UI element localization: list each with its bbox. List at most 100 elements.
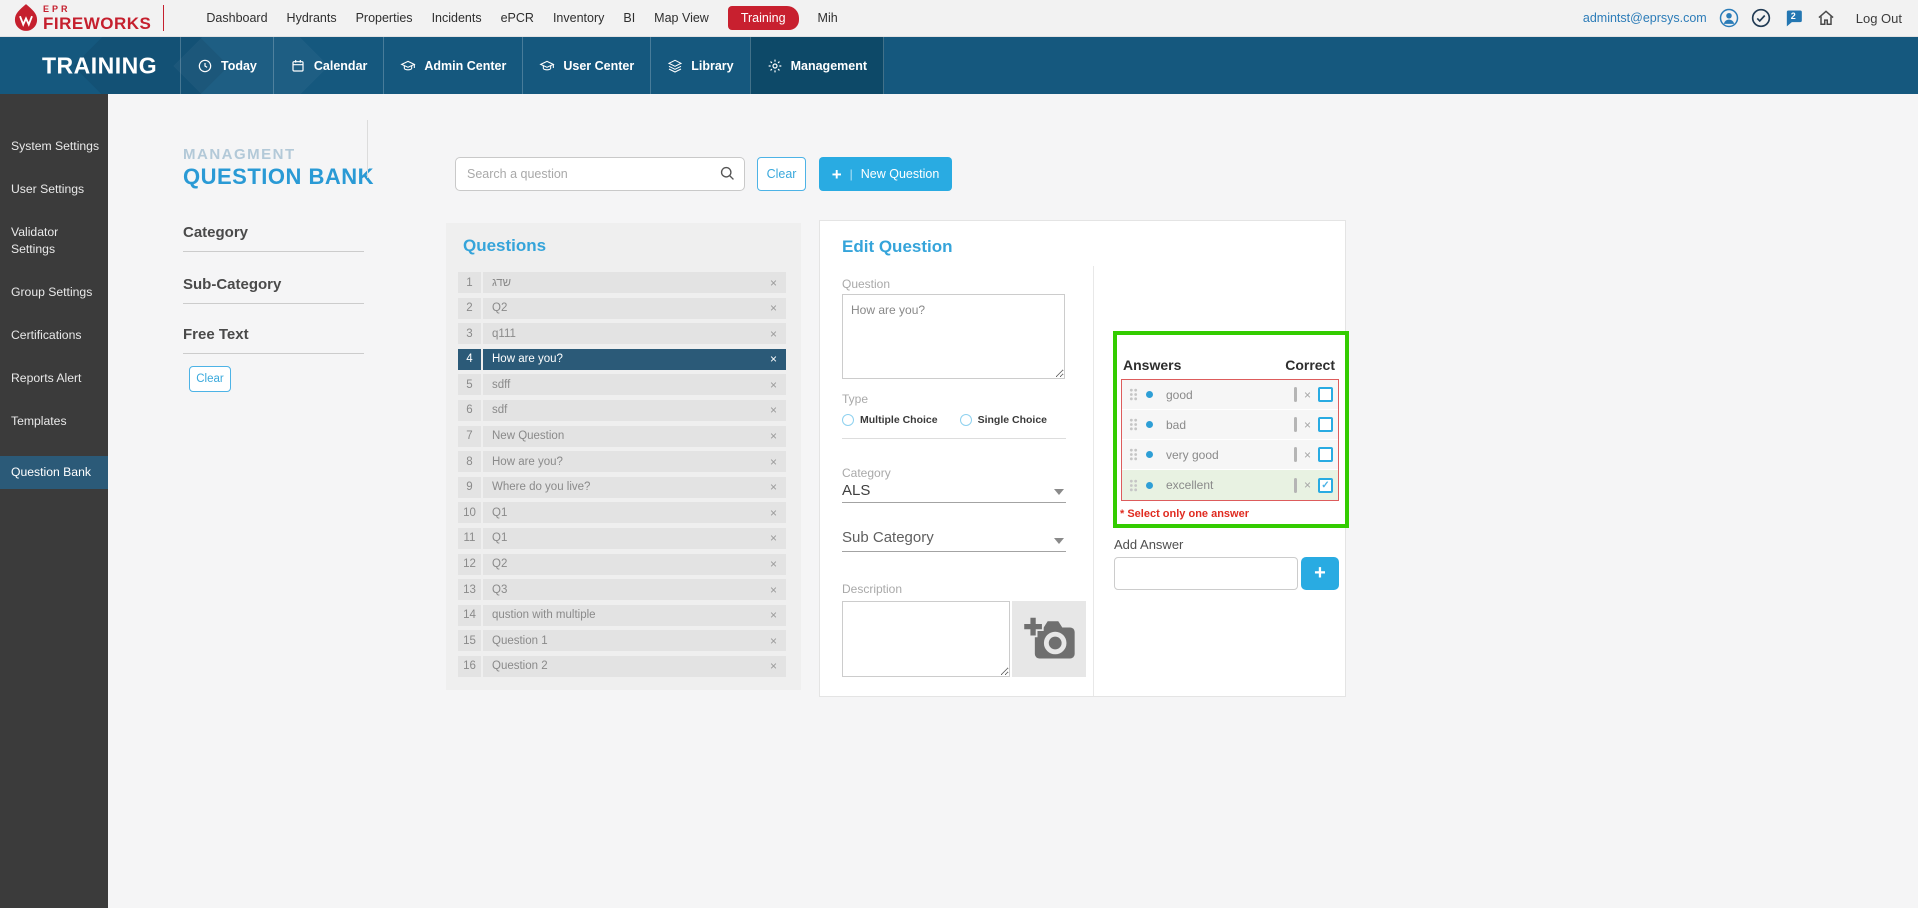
- question-row[interactable]: 8 How are you? ×: [458, 451, 786, 473]
- question-row[interactable]: 11 Q1 ×: [458, 527, 786, 549]
- x-close-icon[interactable]: ×: [769, 326, 777, 341]
- nav-item-properties[interactable]: Properties: [355, 11, 413, 25]
- x-close-icon[interactable]: ×: [769, 505, 777, 520]
- add-image-button[interactable]: [1012, 601, 1086, 677]
- sidebar-item-certifications[interactable]: Certifications: [11, 328, 82, 342]
- tab-admin-center[interactable]: Admin Center: [383, 37, 522, 94]
- x-close-icon[interactable]: ×: [769, 403, 777, 418]
- add-answer-input[interactable]: [1114, 557, 1298, 590]
- question-textarea[interactable]: How are you?: [842, 294, 1065, 379]
- x-close-icon[interactable]: ×: [769, 582, 777, 597]
- user-avatar-icon[interactable]: [1719, 8, 1739, 28]
- question-row[interactable]: 16 Question 2 ×: [458, 655, 786, 677]
- add-answer-label: Add Answer: [1114, 537, 1184, 552]
- nav-item-training[interactable]: Training: [727, 6, 799, 30]
- sidebar-item-system-settings[interactable]: System Settings: [11, 139, 100, 153]
- tab-user-center[interactable]: User Center: [522, 37, 650, 94]
- sidebar-item-group-settings[interactable]: Group Settings: [11, 285, 93, 299]
- check-circle-icon[interactable]: [1751, 8, 1771, 28]
- filters-clear-button[interactable]: Clear: [189, 366, 231, 392]
- tab-management[interactable]: Management: [749, 37, 885, 94]
- correct-checkbox[interactable]: [1318, 387, 1333, 402]
- question-row[interactable]: 13 Q3 ×: [458, 579, 786, 601]
- x-close-icon[interactable]: ×: [769, 352, 777, 367]
- sidebar-item-templates[interactable]: Templates: [11, 414, 67, 428]
- drag-handle-icon[interactable]: [1129, 388, 1138, 401]
- category-select[interactable]: ALS: [842, 482, 871, 499]
- question-row[interactable]: 10 Q1 ×: [458, 502, 786, 524]
- filter-category[interactable]: Category: [183, 224, 364, 252]
- nav-item-incidents[interactable]: Incidents: [431, 11, 482, 25]
- chevron-down-icon[interactable]: [1054, 489, 1064, 495]
- correct-checkbox[interactable]: [1318, 447, 1333, 462]
- nav-item-mih[interactable]: Mih: [817, 11, 838, 25]
- answer-row[interactable]: very good ×: [1122, 440, 1338, 470]
- sidebar-item-reports-alert[interactable]: Reports Alert: [11, 371, 82, 385]
- nav-item-epcr[interactable]: ePCR: [500, 11, 534, 25]
- radio-multiple-choice[interactable]: Multiple Choice: [842, 414, 938, 426]
- question-row[interactable]: 15 Question 1 ×: [458, 630, 786, 652]
- answer-row[interactable]: bad ×: [1122, 410, 1338, 440]
- x-close-icon[interactable]: ×: [769, 633, 777, 648]
- correct-checkbox[interactable]: ✓: [1318, 477, 1333, 493]
- remove-answer-icon[interactable]: ×: [1303, 387, 1311, 402]
- description-textarea[interactable]: [842, 601, 1010, 677]
- chat-bubble-icon[interactable]: 2: [1783, 8, 1804, 28]
- x-close-icon[interactable]: ×: [769, 480, 777, 495]
- tab-calendar[interactable]: Calendar: [272, 37, 384, 94]
- question-row[interactable]: 3 q111 ×: [458, 323, 786, 345]
- magnifier-icon[interactable]: [719, 165, 736, 182]
- sub-category-select[interactable]: Sub Category: [842, 529, 934, 546]
- x-close-icon[interactable]: ×: [769, 429, 777, 444]
- tab-library[interactable]: Library: [650, 37, 749, 94]
- remove-answer-icon[interactable]: ×: [1303, 447, 1311, 462]
- x-close-icon[interactable]: ×: [769, 608, 777, 623]
- logo[interactable]: EPR FIREWORKS: [14, 4, 151, 32]
- remove-answer-icon[interactable]: ×: [1303, 478, 1311, 492]
- x-close-icon[interactable]: ×: [769, 531, 777, 546]
- question-number: 3: [458, 323, 481, 345]
- sidebar-item-question-bank[interactable]: Question Bank: [0, 456, 121, 489]
- question-row[interactable]: 6 sdf ×: [458, 399, 786, 421]
- nav-item-inventory[interactable]: Inventory: [552, 11, 605, 25]
- question-row[interactable]: 12 Q2 ×: [458, 553, 786, 575]
- question-row[interactable]: 14 qustion with multiple ×: [458, 604, 786, 626]
- x-close-icon[interactable]: ×: [769, 659, 777, 674]
- question-row[interactable]: 9 Where do you live? ×: [458, 476, 786, 498]
- remove-answer-icon[interactable]: ×: [1303, 417, 1311, 432]
- question-row[interactable]: 5 sdff ×: [458, 374, 786, 396]
- home-icon[interactable]: [1816, 8, 1836, 28]
- x-close-icon[interactable]: ×: [769, 275, 777, 290]
- correct-checkbox[interactable]: [1318, 417, 1333, 432]
- answer-row[interactable]: excellent × ✓: [1122, 470, 1338, 500]
- question-row[interactable]: 1 שדג ×: [458, 272, 786, 293]
- nav-item-bi[interactable]: BI: [623, 11, 636, 25]
- filter-sub-category[interactable]: Sub-Category: [183, 276, 364, 304]
- nav-item-hydrants[interactable]: Hydrants: [286, 11, 337, 25]
- search-input[interactable]: [455, 157, 745, 191]
- logout-link[interactable]: Log Out: [1855, 10, 1902, 26]
- question-row[interactable]: 7 New Question ×: [458, 425, 786, 447]
- add-answer-button[interactable]: +: [1301, 557, 1339, 590]
- x-close-icon[interactable]: ×: [769, 557, 777, 572]
- answer-row[interactable]: good ×: [1122, 380, 1338, 410]
- drag-handle-icon[interactable]: [1129, 479, 1138, 492]
- radio-single-choice[interactable]: Single Choice: [959, 414, 1047, 426]
- x-close-icon[interactable]: ×: [769, 301, 777, 316]
- x-close-icon[interactable]: ×: [769, 377, 777, 392]
- sidebar-item-user-settings[interactable]: User Settings: [11, 182, 85, 196]
- drag-handle-icon[interactable]: [1129, 418, 1138, 431]
- x-close-icon[interactable]: ×: [769, 454, 777, 469]
- sidebar-item-validator-settings[interactable]: Validator Settings: [11, 225, 59, 256]
- nav-item-map-view[interactable]: Map View: [654, 11, 709, 25]
- chevron-down-icon[interactable]: [1054, 538, 1064, 544]
- user-email[interactable]: admintst@eprsys.com: [1582, 11, 1707, 25]
- nav-item-dashboard[interactable]: Dashboard: [206, 11, 268, 25]
- new-question-button[interactable]: + | New Question: [819, 157, 952, 191]
- tab-today[interactable]: Today: [180, 37, 273, 94]
- question-row[interactable]: 2 Q2 ×: [458, 297, 786, 319]
- filter-free-text[interactable]: Free Text: [183, 326, 364, 354]
- question-row[interactable]: 4 How are you? ×: [458, 348, 786, 370]
- search-clear-button[interactable]: Clear: [757, 157, 806, 191]
- drag-handle-icon[interactable]: [1129, 448, 1138, 461]
